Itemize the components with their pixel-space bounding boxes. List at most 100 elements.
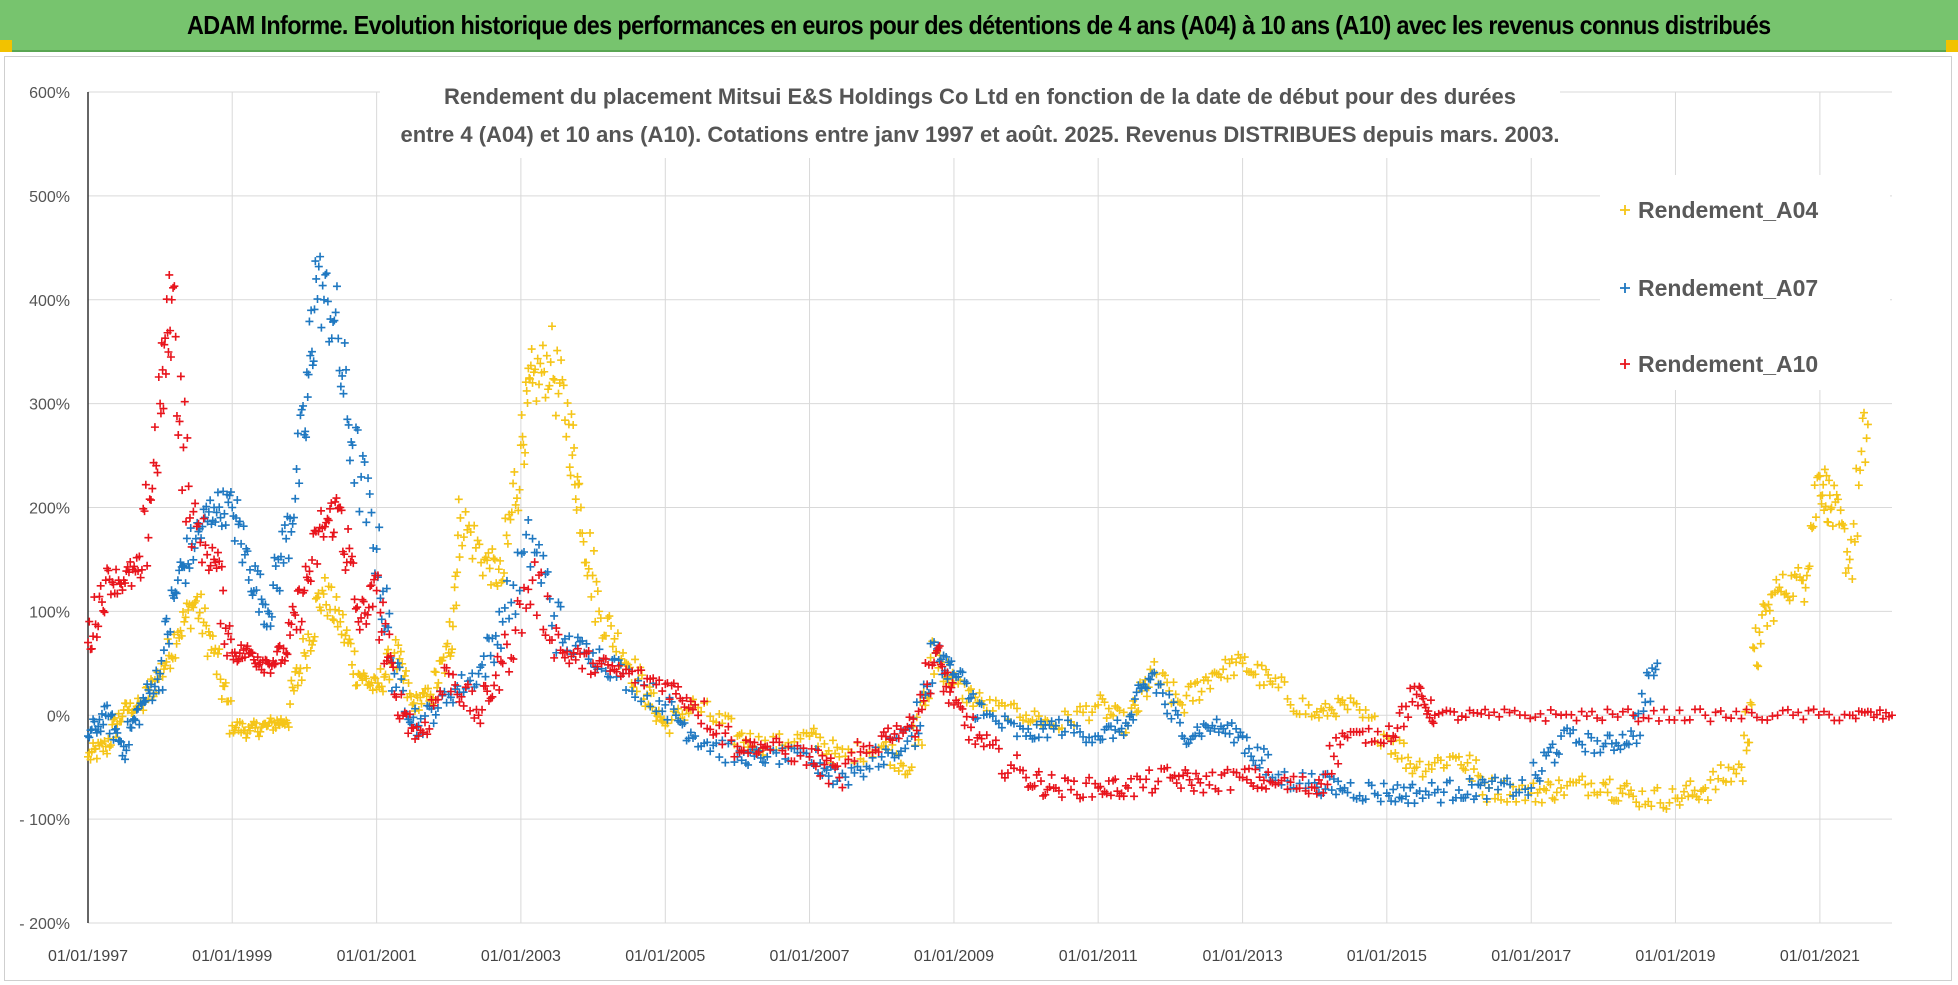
scatter-mark xyxy=(154,372,163,381)
scatter-mark xyxy=(865,741,874,750)
scatter-mark xyxy=(790,757,799,766)
scatter-mark xyxy=(1408,769,1417,778)
data-point xyxy=(246,565,255,574)
scatter-mark xyxy=(532,397,541,406)
scatter-mark xyxy=(1480,778,1489,787)
data-point xyxy=(1238,659,1247,668)
scatter-mark xyxy=(523,398,532,407)
scatter-mark xyxy=(322,269,331,278)
scatter-mark xyxy=(541,631,550,640)
scatter-mark xyxy=(958,704,967,713)
scatter-mark xyxy=(1401,764,1410,773)
scatter-mark xyxy=(457,670,466,679)
scatter-mark xyxy=(772,748,781,757)
scatter-mark xyxy=(397,675,406,684)
scatter-mark xyxy=(397,690,406,699)
scatter-mark xyxy=(331,605,340,614)
scatter-mark xyxy=(319,590,328,599)
scatter-mark xyxy=(472,680,481,689)
scatter-mark xyxy=(739,746,748,755)
scatter-mark xyxy=(510,467,519,476)
scatter-mark xyxy=(275,586,284,595)
scatter-mark xyxy=(796,734,805,743)
scatter-mark xyxy=(1397,754,1406,763)
scatter-mark xyxy=(1323,711,1332,720)
scatter-mark xyxy=(1049,724,1058,733)
scatter-mark xyxy=(964,735,973,744)
scatter-mark xyxy=(177,631,186,640)
scatter-mark xyxy=(170,594,179,603)
scatter-mark xyxy=(569,421,578,430)
scatter-mark xyxy=(1830,481,1839,490)
scatter-mark xyxy=(1632,739,1641,748)
scatter-mark xyxy=(1641,698,1650,707)
x-tick-label: 01/01/2001 xyxy=(337,948,417,965)
scatter-mark xyxy=(562,432,571,441)
scatter-mark xyxy=(671,689,680,698)
scatter-mark xyxy=(1376,797,1385,806)
scatter-mark xyxy=(911,742,920,751)
scatter-mark xyxy=(1716,706,1725,715)
scatter-mark xyxy=(1139,783,1148,792)
scatter-mark xyxy=(314,527,323,536)
scatter-mark xyxy=(446,687,455,696)
scatter-mark xyxy=(344,524,353,533)
scatter-mark xyxy=(203,652,212,661)
scatter-mark xyxy=(405,710,414,719)
scatter-mark xyxy=(1424,707,1433,716)
scatter-mark xyxy=(1548,740,1557,749)
data-point xyxy=(390,669,399,678)
scatter-mark xyxy=(1428,717,1437,726)
scatter-mark xyxy=(317,506,326,515)
scatter-mark xyxy=(365,489,374,498)
scatter-mark xyxy=(1727,714,1736,723)
scatter-mark xyxy=(824,772,833,781)
scatter-mark xyxy=(522,386,531,395)
scatter-mark xyxy=(917,741,926,750)
scatter-mark xyxy=(333,504,342,513)
scatter-mark xyxy=(1521,796,1530,805)
scatter-mark xyxy=(1334,759,1343,768)
scatter-mark xyxy=(423,730,432,739)
scatter-mark xyxy=(276,552,285,561)
scatter-mark xyxy=(103,701,112,710)
scatter-mark xyxy=(493,652,502,661)
scatter-mark xyxy=(1232,768,1241,777)
scatter-mark xyxy=(86,755,95,764)
scatter-mark xyxy=(684,703,693,712)
scatter-mark xyxy=(458,541,467,550)
scatter-mark xyxy=(1569,725,1578,734)
scatter-mark xyxy=(820,760,829,769)
scatter-mark xyxy=(1751,624,1760,633)
scatter-mark xyxy=(1032,720,1041,729)
scatter-mark xyxy=(592,577,601,586)
scatter-mark xyxy=(252,586,261,595)
scatter-mark xyxy=(289,686,298,695)
scatter-mark xyxy=(1205,780,1214,789)
scatter-mark xyxy=(1436,756,1445,765)
scatter-mark xyxy=(1515,788,1524,797)
scatter-mark xyxy=(754,748,763,757)
scatter-mark xyxy=(284,723,293,732)
x-tick-label: 01/01/2017 xyxy=(1491,948,1571,965)
scatter-mark xyxy=(706,725,715,734)
scatter-mark xyxy=(881,732,890,741)
scatter-mark xyxy=(1554,750,1563,759)
scatter-mark xyxy=(1457,712,1466,721)
scatter-mark xyxy=(359,597,368,606)
scatter-mark xyxy=(1343,705,1352,714)
scatter-mark xyxy=(287,620,296,629)
scatter-mark xyxy=(538,341,547,350)
scatter-mark xyxy=(215,503,224,512)
scatter-mark xyxy=(1229,738,1238,747)
data-point xyxy=(661,700,670,709)
scatter-mark xyxy=(1399,739,1408,748)
scatter-mark xyxy=(239,522,248,531)
scatter-mark xyxy=(1406,759,1415,768)
scatter-mark xyxy=(921,701,930,710)
scatter-mark xyxy=(87,644,96,653)
scatter-mark xyxy=(109,735,118,744)
scatter-mark xyxy=(1165,690,1174,699)
scatter-mark xyxy=(934,643,943,652)
scatter-mark xyxy=(1111,725,1120,734)
